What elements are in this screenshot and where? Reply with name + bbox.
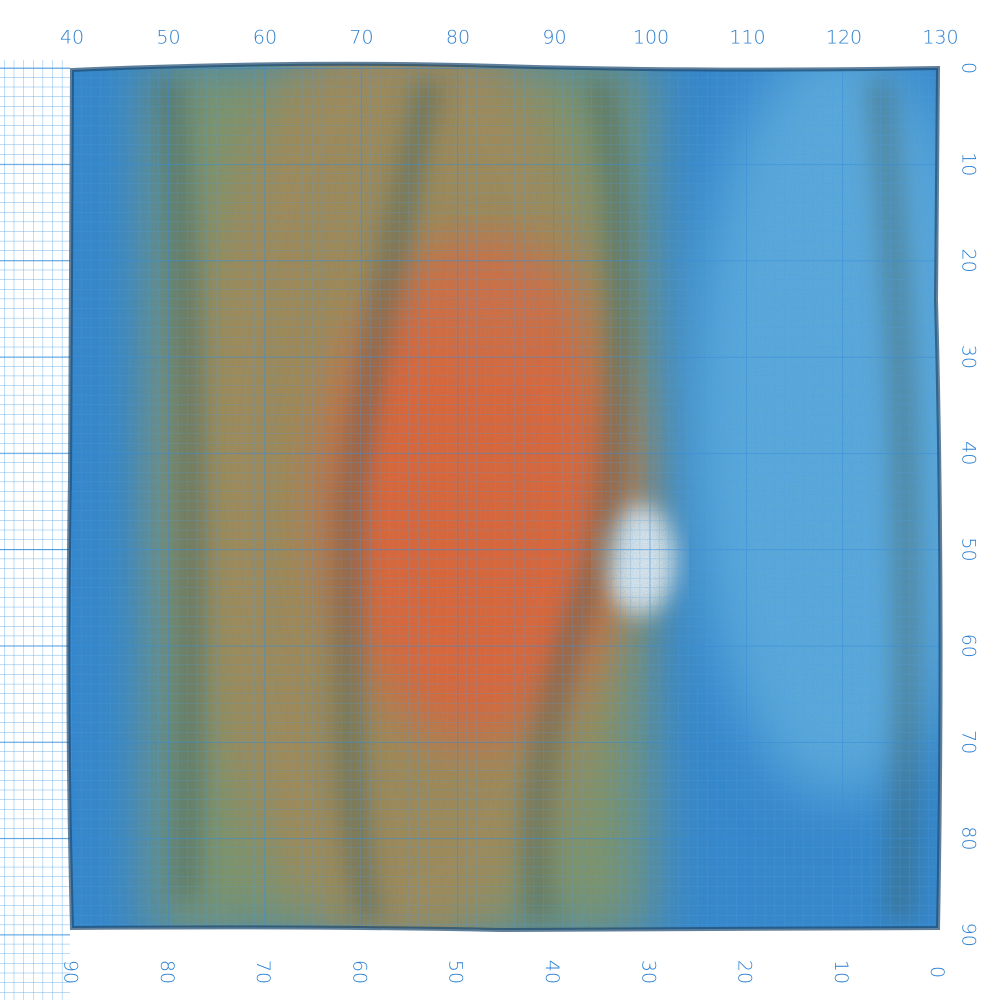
bottom-scale-label: 20 — [734, 960, 756, 984]
bottom-scale-label: 10 — [830, 960, 852, 984]
right-scale-label: 40 — [958, 441, 980, 465]
right-scale-label: 70 — [958, 730, 980, 754]
right-scale-label: 60 — [958, 634, 980, 658]
grid-margin-major — [0, 60, 70, 1000]
bottom-scale-label: 60 — [348, 960, 370, 984]
right-scale-label: 90 — [958, 923, 980, 947]
top-scale-label: 80 — [446, 27, 470, 49]
top-scale-label: 60 — [253, 27, 277, 49]
bottom-scale-label: 0 — [926, 966, 948, 978]
bottom-scale-label: 90 — [60, 960, 82, 984]
top-scale-label: 100 — [633, 27, 669, 49]
painting-edge — [66, 61, 943, 933]
bottom-scale-label: 50 — [445, 960, 467, 984]
top-scale-label: 120 — [826, 27, 862, 49]
painting — [68, 63, 941, 930]
right-scale-label: 0 — [958, 62, 980, 74]
top-scale-label: 110 — [729, 27, 765, 49]
right-scale-label: 30 — [958, 345, 980, 369]
top-scale-label: 50 — [156, 27, 180, 49]
bottom-scale-label: 40 — [541, 960, 563, 984]
top-scale-label: 90 — [542, 27, 566, 49]
right-scale-label: 20 — [958, 249, 980, 273]
bottom-scale-label: 30 — [637, 960, 659, 984]
bottom-scale-label: 80 — [156, 960, 178, 984]
top-scale-label: 130 — [922, 27, 958, 49]
top-scale-label: 40 — [60, 27, 84, 49]
top-scale-label: 70 — [349, 27, 373, 49]
right-scale-label: 10 — [958, 152, 980, 176]
right-scale-label: 50 — [958, 537, 980, 561]
bottom-scale-label: 70 — [252, 960, 274, 984]
right-scale-label: 80 — [958, 826, 980, 850]
